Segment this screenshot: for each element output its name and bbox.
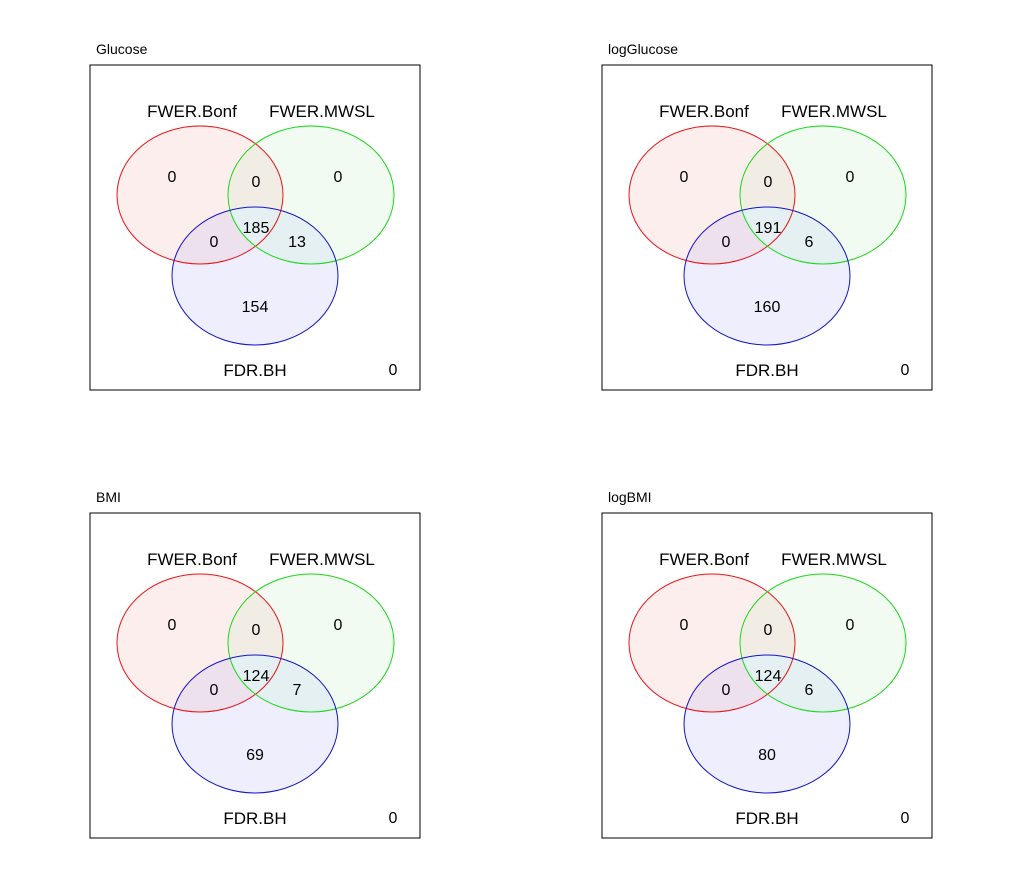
venn-regions xyxy=(628,573,907,794)
set-b-circle xyxy=(227,125,395,265)
set-a-label: FWER.Bonf xyxy=(147,550,237,569)
set-a-circle xyxy=(116,125,284,265)
count-c-only: 154 xyxy=(242,299,269,316)
count-ab: 0 xyxy=(764,174,773,191)
panel-frame xyxy=(601,512,933,839)
set-c-label: FDR.BH xyxy=(223,361,286,380)
count-bc: 13 xyxy=(288,234,306,251)
panel-title: logGlucose xyxy=(608,41,678,57)
venn-panel-glucose: Glucose FWER.Bonf FWER.MWSL FDR.BH 0 0 0… xyxy=(89,41,421,391)
count-outside: 0 xyxy=(901,810,910,827)
count-outside: 0 xyxy=(389,362,398,379)
count-ac: 0 xyxy=(722,234,731,251)
count-c-only: 160 xyxy=(754,299,781,316)
count-outside: 0 xyxy=(901,362,910,379)
count-b-only: 0 xyxy=(846,617,855,634)
count-ab: 0 xyxy=(252,622,261,639)
overlap-bc xyxy=(740,655,850,712)
panel-title: Glucose xyxy=(96,41,148,57)
set-c-circle xyxy=(683,654,851,794)
count-a-only: 0 xyxy=(680,617,689,634)
venn-regions xyxy=(116,125,395,346)
set-a-circle xyxy=(628,125,796,265)
set-b-label: FWER.MWSL xyxy=(269,102,375,121)
count-c-only: 69 xyxy=(246,747,264,764)
count-abc: 124 xyxy=(243,668,270,685)
count-c-only: 80 xyxy=(758,747,776,764)
count-a-only: 0 xyxy=(168,169,177,186)
panel-title: BMI xyxy=(96,489,121,505)
count-abc: 124 xyxy=(755,668,782,685)
set-c-circle xyxy=(171,654,339,794)
panel-frame xyxy=(89,512,421,839)
count-b-only: 0 xyxy=(846,169,855,186)
overlap-ac xyxy=(684,207,795,264)
set-c-circle xyxy=(171,206,339,346)
count-abc: 191 xyxy=(755,220,782,237)
set-b-label: FWER.MWSL xyxy=(781,102,887,121)
panel-title: logBMI xyxy=(608,489,652,505)
panel-frame xyxy=(89,64,421,391)
count-ab: 0 xyxy=(764,622,773,639)
set-b-circle xyxy=(739,125,907,265)
set-a-label: FWER.Bonf xyxy=(659,102,749,121)
count-ac: 0 xyxy=(210,234,219,251)
count-a-only: 0 xyxy=(168,617,177,634)
venn-panel-logbmi: logBMI FWER.Bonf FWER.MWSL FDR.BH 0 0 0 … xyxy=(601,489,933,839)
venn-regions xyxy=(116,573,395,794)
overlap-ac xyxy=(172,655,283,712)
venn-panel-logglucose: logGlucose FWER.Bonf FWER.MWSL FDR.BH 0 … xyxy=(601,41,933,391)
count-ac: 0 xyxy=(210,682,219,699)
count-bc: 6 xyxy=(805,682,814,699)
count-bc: 6 xyxy=(805,234,814,251)
set-c-circle xyxy=(683,206,851,346)
set-a-circle xyxy=(116,573,284,713)
overlap-bc xyxy=(228,207,338,264)
set-c-label: FDR.BH xyxy=(735,809,798,828)
overlap-ac xyxy=(684,655,795,712)
count-abc: 185 xyxy=(243,220,270,237)
venn-panel-bmi: BMI FWER.Bonf FWER.MWSL FDR.BH 0 0 0 124… xyxy=(89,489,421,839)
set-a-circle xyxy=(628,573,796,713)
count-a-only: 0 xyxy=(680,169,689,186)
overlap-ac xyxy=(172,207,283,264)
set-a-label: FWER.Bonf xyxy=(147,102,237,121)
set-c-label: FDR.BH xyxy=(223,809,286,828)
set-b-circle xyxy=(739,573,907,713)
panel-frame xyxy=(601,64,933,391)
count-b-only: 0 xyxy=(334,169,343,186)
set-b-label: FWER.MWSL xyxy=(781,550,887,569)
count-outside: 0 xyxy=(389,810,398,827)
count-ac: 0 xyxy=(722,682,731,699)
venn-regions xyxy=(628,125,907,346)
overlap-bc xyxy=(740,207,850,264)
set-b-circle xyxy=(227,573,395,713)
set-b-label: FWER.MWSL xyxy=(269,550,375,569)
overlap-bc xyxy=(228,655,338,712)
set-a-label: FWER.Bonf xyxy=(659,550,749,569)
count-b-only: 0 xyxy=(334,617,343,634)
count-bc: 7 xyxy=(293,682,302,699)
count-ab: 0 xyxy=(252,174,261,191)
set-c-label: FDR.BH xyxy=(735,361,798,380)
